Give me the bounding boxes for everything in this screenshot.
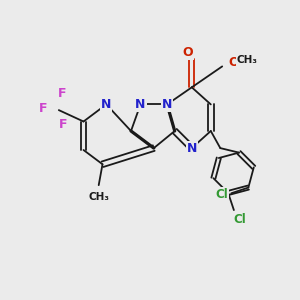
Text: CH₃: CH₃: [236, 55, 257, 65]
Text: O: O: [228, 56, 239, 69]
Text: F: F: [59, 118, 68, 131]
Text: O: O: [183, 46, 193, 59]
Text: N: N: [162, 98, 172, 111]
Text: N: N: [187, 142, 197, 154]
Text: Cl: Cl: [233, 213, 246, 226]
Text: N: N: [101, 98, 112, 111]
Text: Cl: Cl: [215, 188, 228, 201]
Text: N: N: [135, 98, 146, 111]
Text: F: F: [38, 102, 47, 115]
Text: CH₃: CH₃: [88, 191, 109, 202]
Text: F: F: [57, 88, 66, 100]
